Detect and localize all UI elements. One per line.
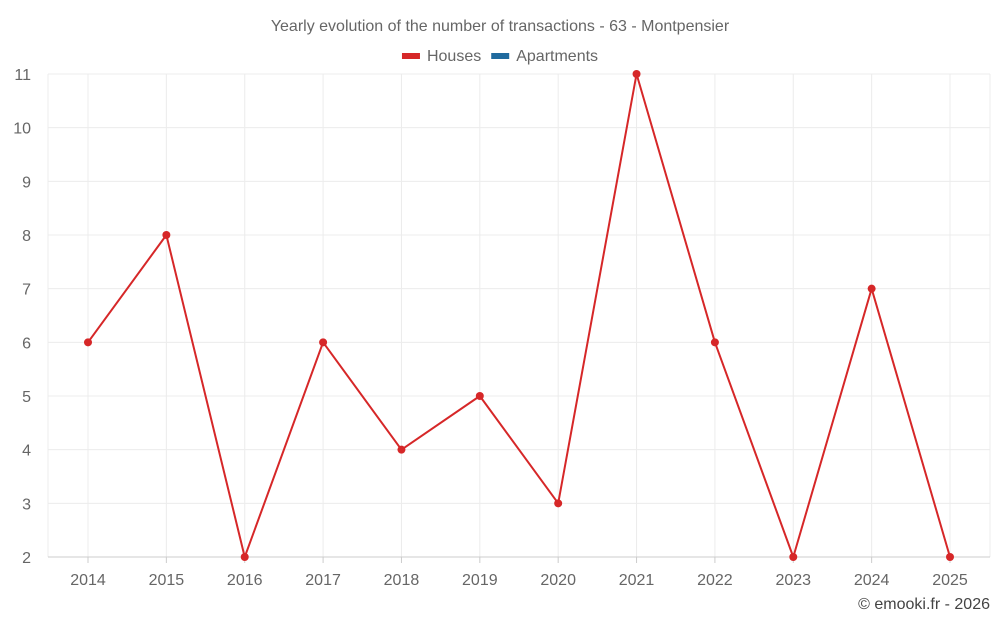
legend-label-houses: Houses — [427, 48, 481, 65]
y-axis: 2 3 4 5 6 7 8 9 10 11 — [13, 67, 31, 567]
y-tick-label-4: 6 — [22, 335, 31, 352]
data-point-houses-2023[interactable] — [789, 553, 798, 561]
data-point-houses-2018[interactable] — [397, 445, 406, 454]
y-tick-label-6: 8 — [22, 228, 31, 245]
x-tick-label-3: 2017 — [305, 572, 341, 589]
data-point-houses-2014[interactable] — [84, 338, 92, 347]
y-tick-label-9: 11 — [14, 67, 31, 84]
legend: Houses Apartments — [401, 48, 598, 65]
legend-swatch-houses — [401, 53, 420, 59]
legend-swatch-apartments — [491, 53, 510, 59]
x-tick-label-11: 2025 — [932, 572, 968, 589]
credit-text: © emooki.fr - 2026 — [858, 596, 990, 613]
x-tick-label-7: 2021 — [619, 572, 655, 589]
x-tick-label-10: 2024 — [854, 572, 890, 589]
series-line-houses — [87, 73, 951, 558]
data-point-houses-2025[interactable] — [946, 553, 954, 561]
x-tick-label-5: 2019 — [462, 572, 498, 589]
legend-label-apartments: Apartments — [516, 48, 598, 65]
data-point-houses-2024[interactable] — [867, 284, 876, 293]
data-point-houses-2016[interactable] — [240, 553, 249, 561]
y-tick-label-7: 9 — [22, 174, 31, 191]
gridlines — [47, 73, 991, 558]
legend-item-apartments[interactable]: Apartments — [491, 48, 598, 65]
legend-item-houses[interactable]: Houses — [401, 48, 481, 65]
y-tick-label-0: 2 — [22, 550, 31, 567]
x-tick-label-6: 2020 — [540, 572, 576, 589]
y-tick-label-5: 7 — [22, 282, 31, 299]
data-point-houses-2020[interactable] — [554, 499, 563, 508]
data-point-houses-2017[interactable] — [319, 338, 328, 347]
x-axis: 2014 2015 2016 2017 2018 2019 2020 2021 2022 2023… — [48, 556, 990, 589]
data-point-houses-2021[interactable] — [632, 70, 641, 78]
x-tick-label-0: 2014 — [70, 572, 106, 589]
data-point-houses-2015[interactable] — [162, 231, 171, 239]
x-tick-label-8: 2022 — [697, 572, 733, 589]
x-tick-label-4: 2018 — [384, 572, 420, 589]
data-point-houses-2022[interactable] — [710, 338, 719, 347]
data-point-houses-2019[interactable] — [475, 392, 484, 400]
plot-area — [84, 70, 954, 561]
x-tick-label-1: 2015 — [149, 572, 185, 589]
y-tick-label-8: 10 — [13, 121, 31, 138]
chart-title: Yearly evolution of the number of transa… — [271, 18, 730, 35]
y-tick-label-2: 4 — [22, 443, 31, 460]
x-tick-label-2: 2016 — [227, 572, 263, 589]
x-tick-label-9: 2023 — [775, 572, 811, 589]
y-tick-label-1: 3 — [22, 496, 31, 513]
y-tick-label-3: 5 — [22, 389, 31, 406]
